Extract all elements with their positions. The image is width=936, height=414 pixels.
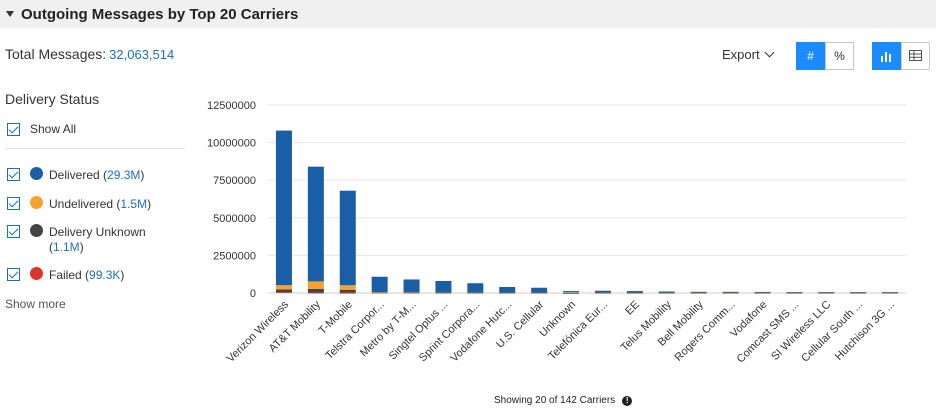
export-label: Export — [722, 47, 760, 62]
view-toggle — [872, 42, 930, 70]
y-tick-label: 12500000 — [207, 100, 256, 112]
show-all-label: Show All — [30, 122, 77, 136]
bar-segment — [658, 291, 675, 293]
undelivered-label: Undelivered (1.5M) — [49, 197, 152, 211]
bar-segment — [339, 285, 356, 290]
bar-segment — [690, 291, 707, 293]
total-messages-label: Total Messages: — [5, 46, 107, 62]
chart-view-button[interactable] — [872, 42, 901, 70]
bar-segment — [563, 292, 580, 294]
total-messages: Total Messages: 32,063,514 — [5, 46, 174, 62]
delivered-color-dot — [30, 167, 43, 180]
percent-toggle-button[interactable]: % — [825, 42, 854, 70]
undelivered-checkbox[interactable] — [7, 197, 20, 210]
bar-segment — [403, 279, 420, 293]
bar-segment — [754, 292, 771, 294]
count-toggle-button[interactable]: # — [796, 42, 825, 70]
bar-segment — [882, 292, 899, 294]
delivered-count: 29.3M — [107, 168, 141, 182]
carriers-count-text: Showing 20 of 142 Carriers — [494, 395, 616, 406]
bar-segment — [307, 281, 324, 289]
bar-segment — [626, 292, 643, 294]
export-dropdown[interactable]: Export — [722, 47, 775, 62]
failed-count: 99.3K — [89, 268, 121, 282]
undelivered-count: 1.5M — [120, 197, 148, 211]
bar-segment — [307, 166, 324, 282]
failed-label: Failed (99.3K) — [49, 268, 125, 282]
bar-segment — [467, 283, 484, 293]
y-tick-label: 7500000 — [213, 175, 256, 187]
show-more-link[interactable]: Show more — [5, 297, 66, 311]
show-all-checkbox[interactable] — [7, 123, 20, 136]
bar-segment — [275, 289, 292, 293]
divider — [5, 148, 185, 149]
bar-segment — [435, 292, 452, 294]
delivery-unknown-label: Delivery Unknown (1.1M) — [49, 225, 146, 254]
bar-segment — [467, 292, 484, 294]
bar-segment — [339, 190, 356, 286]
bar-segment — [339, 292, 356, 294]
bar-segment — [658, 292, 675, 294]
delivery-unknown-color-dot — [30, 224, 43, 237]
bar-segment — [594, 292, 611, 294]
bar-segment — [275, 292, 292, 293]
failed-checkbox[interactable] — [7, 268, 20, 281]
total-messages-value: 32,063,514 — [109, 47, 175, 62]
bar-segment — [722, 291, 739, 293]
x-tick-label: Hutchison 3G ... — [833, 299, 897, 363]
value-mode-toggle: # % — [796, 42, 854, 70]
bar-segment — [563, 291, 580, 293]
bar-segment — [690, 292, 707, 294]
bar-segment — [435, 280, 452, 293]
bar-segment — [403, 292, 420, 294]
bar-segment — [499, 286, 516, 293]
carrier-bar-chart: 02500000500000075000001000000012500000Ve… — [207, 100, 906, 365]
bar-segment — [339, 289, 356, 293]
bar-segment — [786, 292, 803, 293]
bar-segment — [531, 287, 548, 293]
bar-segment — [371, 276, 388, 293]
bar-segment — [307, 288, 324, 293]
y-tick-label: 5000000 — [213, 213, 256, 225]
bar-segment — [818, 292, 835, 293]
delivery-unknown-checkbox[interactable] — [7, 225, 20, 238]
bar-segment — [275, 285, 292, 290]
delivery-unknown-count: 1.1M — [53, 240, 80, 254]
y-tick-label: 10000000 — [207, 138, 256, 150]
delivered-checkbox[interactable] — [7, 168, 20, 181]
table-icon — [909, 50, 922, 61]
collapse-caret-icon[interactable] — [6, 11, 14, 17]
x-tick-label: Metro by T-M... — [358, 299, 419, 360]
bar-segment — [531, 292, 548, 294]
delivery-status-title: Delivery Status — [5, 91, 100, 107]
y-tick-label: 2500000 — [213, 250, 256, 262]
bar-segment — [594, 290, 611, 293]
bar-segment — [307, 292, 324, 294]
bar-segment — [722, 292, 739, 294]
bar-segment — [882, 292, 899, 293]
x-tick-label: EE — [623, 299, 642, 318]
failed-color-dot — [30, 267, 43, 280]
bar-segment — [818, 292, 835, 294]
y-tick-label: 0 — [250, 288, 256, 300]
bar-segment — [499, 292, 516, 294]
delivered-label: Delivered (29.3M) — [49, 168, 145, 182]
bar-segment — [371, 292, 388, 294]
footer-status: Showing 20 of 142 Carriers ! — [494, 395, 633, 406]
table-view-button[interactable] — [901, 42, 930, 70]
bar-segment — [786, 292, 803, 294]
bar-chart-icon — [881, 52, 891, 62]
section-header[interactable]: Outgoing Messages by Top 20 Carriers — [0, 0, 936, 28]
info-icon[interactable]: ! — [622, 395, 633, 406]
bar-segment — [275, 130, 292, 286]
bar-segment — [850, 292, 867, 293]
bar-segment — [563, 292, 580, 294]
undelivered-color-dot — [30, 196, 43, 209]
bar-segment — [754, 291, 771, 293]
bar-segment — [626, 291, 643, 293]
section-title: Outgoing Messages by Top 20 Carriers — [21, 5, 299, 23]
x-tick-label: Telefónica Eur... — [546, 299, 610, 363]
bar-segment — [850, 292, 867, 294]
